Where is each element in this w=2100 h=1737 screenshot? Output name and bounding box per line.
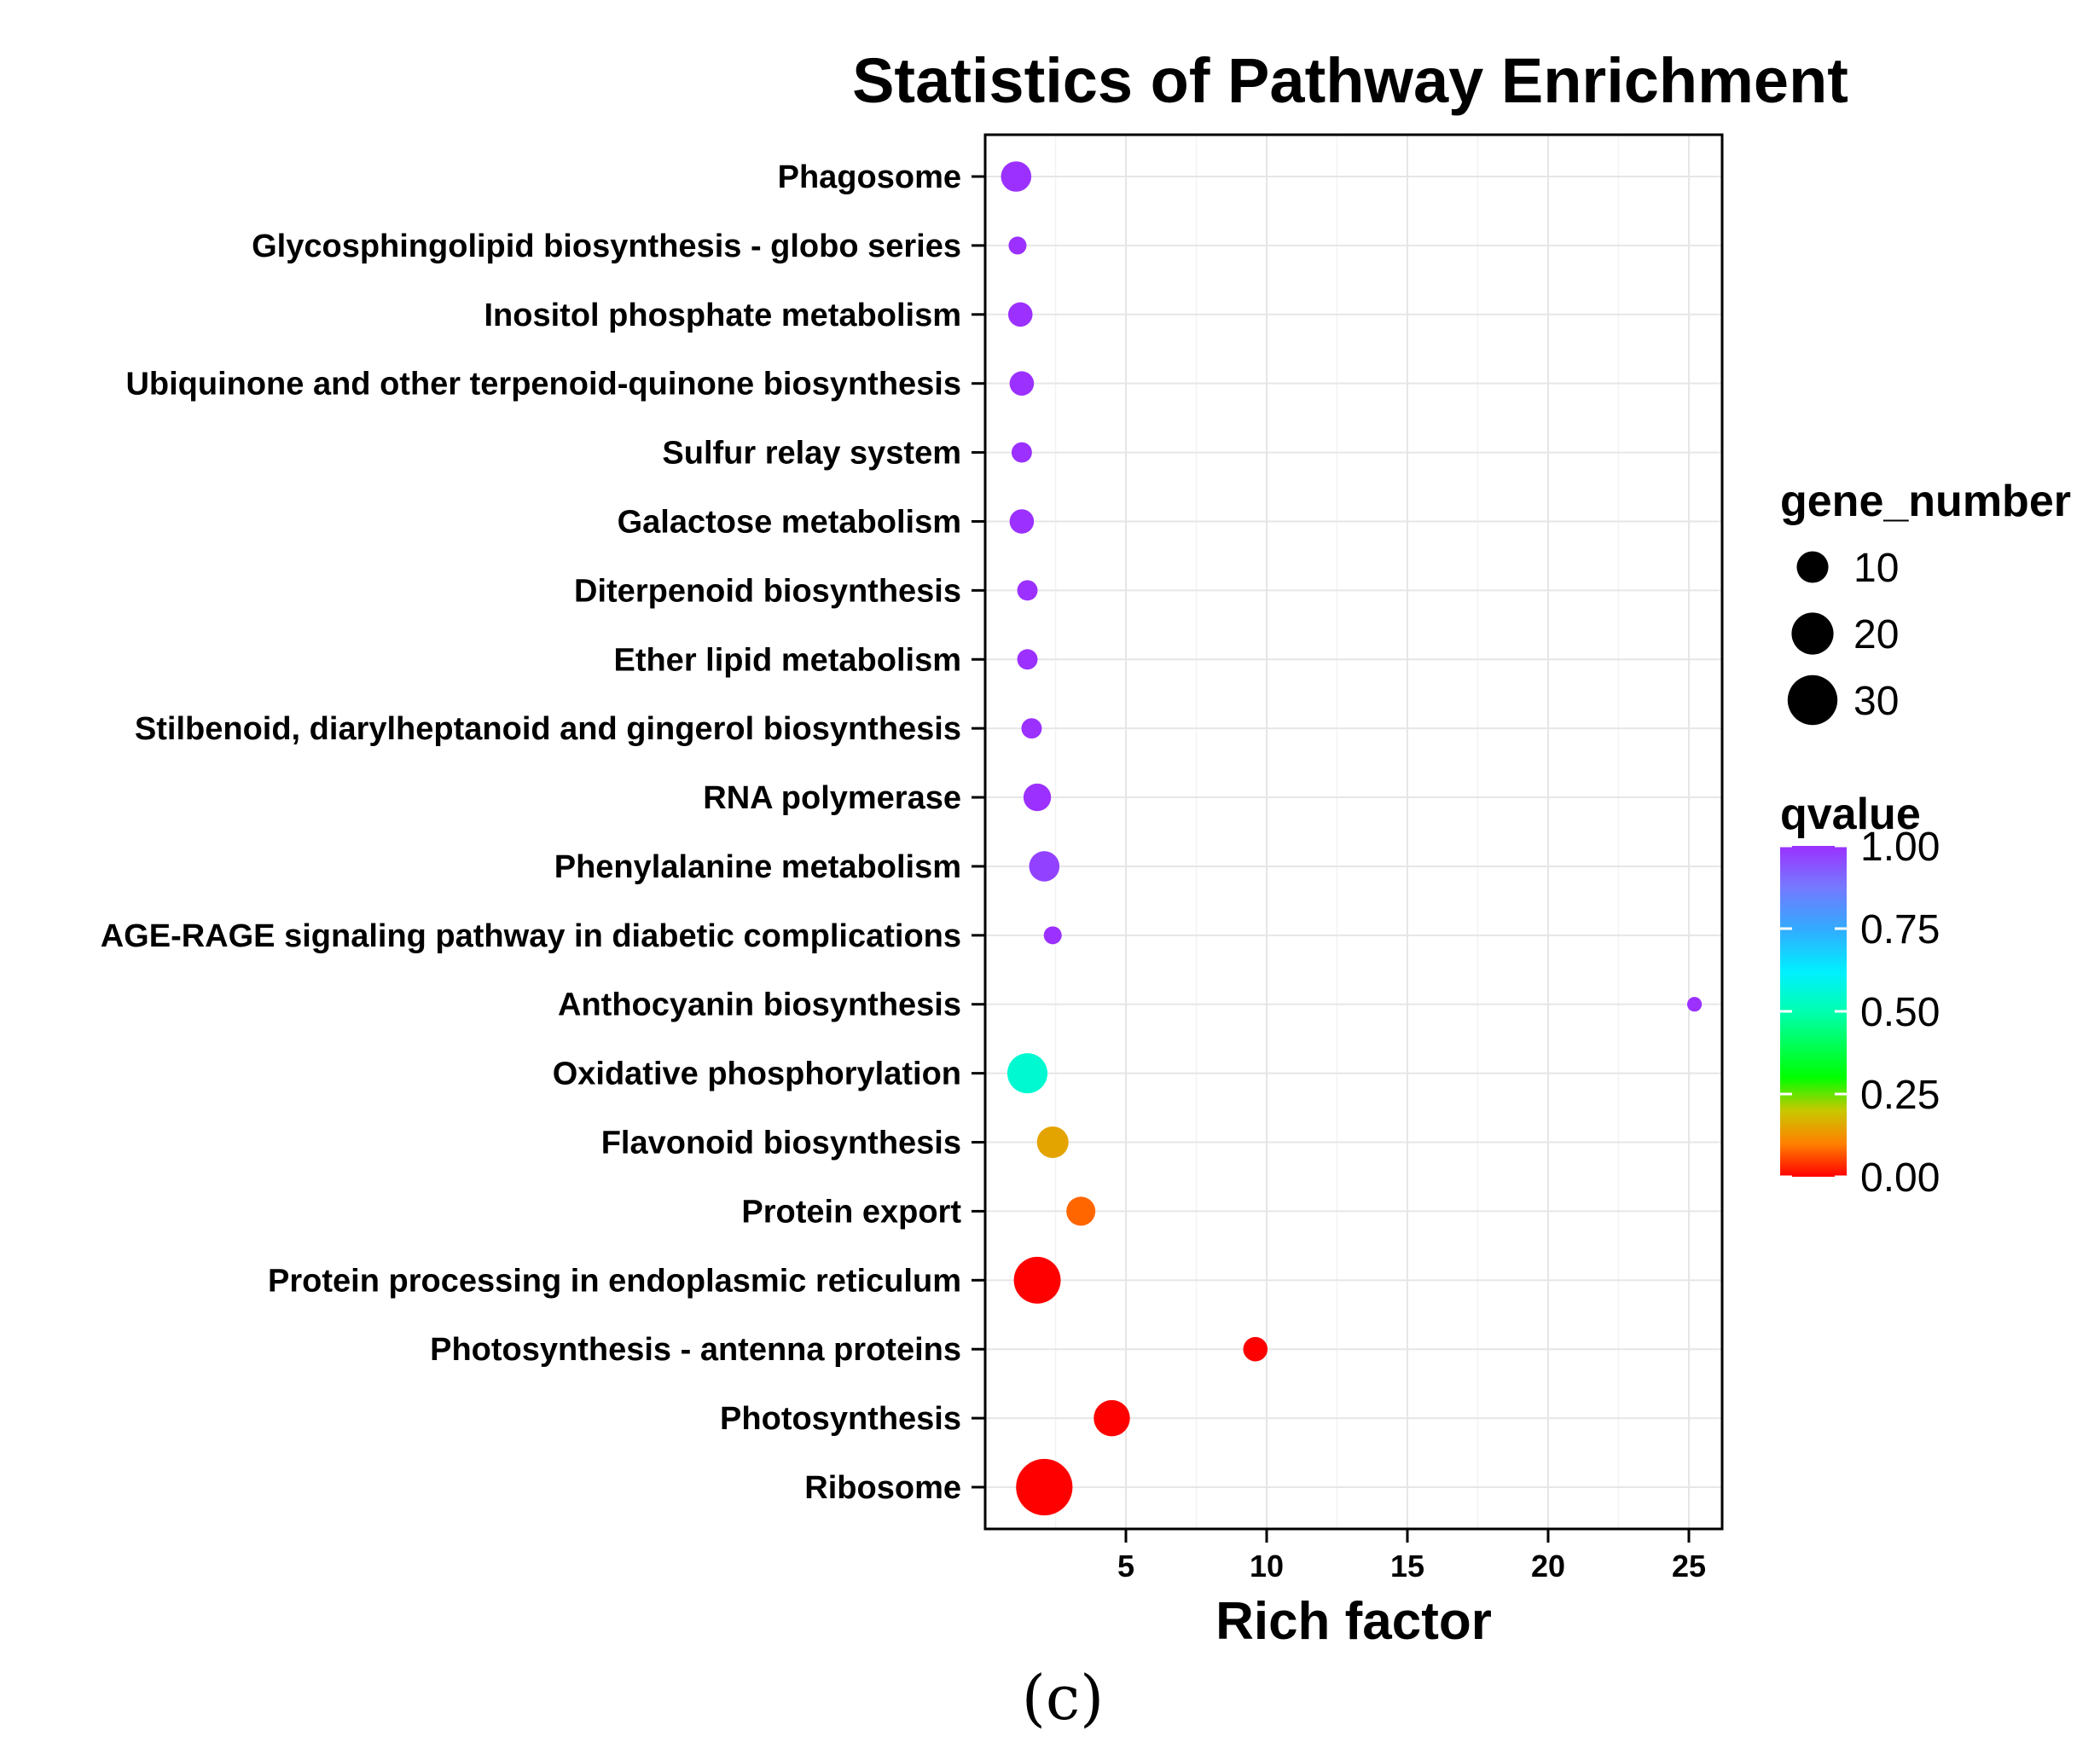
point-4 — [1011, 442, 1032, 463]
point-14 — [1036, 1126, 1069, 1159]
panel-label: (c) — [1022, 1662, 1105, 1734]
point-8 — [1021, 718, 1042, 739]
plot-background — [985, 135, 1722, 1529]
point-16 — [1013, 1256, 1061, 1304]
colorbar-tick-label: 1.00 — [1860, 825, 1940, 870]
size-legend-title: gene_number — [1780, 477, 2071, 526]
color-legend-ticks: 1.00 0.75 0.50 0.25 0.00 — [1780, 825, 1940, 1201]
x-tick-label: 5 — [1117, 1549, 1134, 1584]
y-tick-label: Ribosome — [804, 1470, 961, 1506]
y-tick-label: Phenylalanine metabolism — [554, 849, 961, 885]
y-tick-label: Flavonoid biosynthesis — [601, 1126, 961, 1161]
size-legend-dot — [1796, 551, 1829, 583]
y-tick-label: Ubiquinone and other terpenoid-quinone b… — [125, 367, 961, 402]
point-3 — [1009, 371, 1035, 396]
point-15 — [1066, 1196, 1096, 1226]
point-17 — [1243, 1336, 1268, 1362]
y-tick-label: Protein export — [741, 1194, 961, 1230]
size-legend-label: 30 — [1853, 679, 1899, 724]
point-6 — [1017, 580, 1038, 601]
size-legend-label: 10 — [1853, 546, 1899, 591]
y-tick-label: Anthocyanin biosynthesis — [558, 987, 961, 1023]
point-12 — [1687, 997, 1703, 1012]
grid-lines — [985, 135, 1722, 1529]
point-9 — [1023, 783, 1052, 812]
point-7 — [1017, 649, 1038, 670]
y-tick-label: RNA polymerase — [703, 780, 961, 816]
x-tick-label: 10 — [1250, 1549, 1284, 1584]
y-tick-label: Stilbenoid, diarylheptanoid and gingerol… — [135, 711, 961, 747]
y-tick-label: Protein processing in endoplasmic reticu… — [268, 1263, 961, 1299]
size-legend-label: 20 — [1853, 612, 1899, 657]
x-tick-label: 25 — [1672, 1549, 1706, 1584]
point-0 — [1001, 161, 1032, 192]
size-legend: 10 20 30 — [1787, 546, 1899, 726]
y-tick-label: Oxidative phosphorylation — [553, 1057, 961, 1092]
y-tick-label: Ether lipid metabolism — [613, 642, 961, 678]
x-tick-label: 15 — [1390, 1549, 1424, 1584]
point-1 — [1008, 236, 1027, 255]
y-tick-label: Phagosome — [778, 159, 961, 195]
y-tick-label: Photosynthesis - antenna proteins — [430, 1332, 961, 1368]
y-tick-label: Sulfur relay system — [662, 436, 961, 472]
point-2 — [1007, 302, 1033, 327]
x-axis-ticks: 5 10 15 20 25 — [1117, 1529, 1706, 1584]
point-11 — [1043, 926, 1062, 945]
y-tick-label: Photosynthesis — [720, 1401, 961, 1437]
colorbar-tick-label: 0.00 — [1860, 1155, 1940, 1201]
x-axis-label: Rich factor — [1215, 1592, 1492, 1651]
chart-title: Statistics of Pathway Enrichment — [852, 45, 1848, 116]
y-axis-labels: Phagosome Glycosphingolipid biosynthesis … — [101, 159, 985, 1506]
point-18 — [1094, 1399, 1130, 1437]
y-tick-label: Glycosphingolipid biosynthesis - globo s… — [252, 229, 961, 264]
point-13 — [1006, 1053, 1048, 1094]
y-tick-label: AGE-RAGE signaling pathway in diabetic c… — [101, 918, 961, 954]
colorbar-tick-label: 0.50 — [1860, 990, 1940, 1035]
size-legend-dot — [1787, 675, 1838, 726]
data-points — [1001, 161, 1703, 1516]
colorbar-tick-label: 0.75 — [1860, 907, 1940, 952]
plot-frame — [983, 133, 1724, 1531]
y-tick-label: Inositol phosphate metabolism — [484, 298, 962, 333]
point-19 — [1016, 1458, 1073, 1516]
y-tick-label: Diterpenoid biosynthesis — [574, 573, 961, 609]
point-5 — [1009, 509, 1035, 534]
point-10 — [1029, 851, 1060, 882]
x-tick-label: 20 — [1531, 1549, 1565, 1584]
size-legend-dot — [1791, 612, 1834, 655]
colorbar-tick-label: 0.25 — [1860, 1073, 1940, 1118]
color-legend-title: qvalue — [1780, 790, 1921, 839]
y-tick-label: Galactose metabolism — [618, 504, 961, 540]
